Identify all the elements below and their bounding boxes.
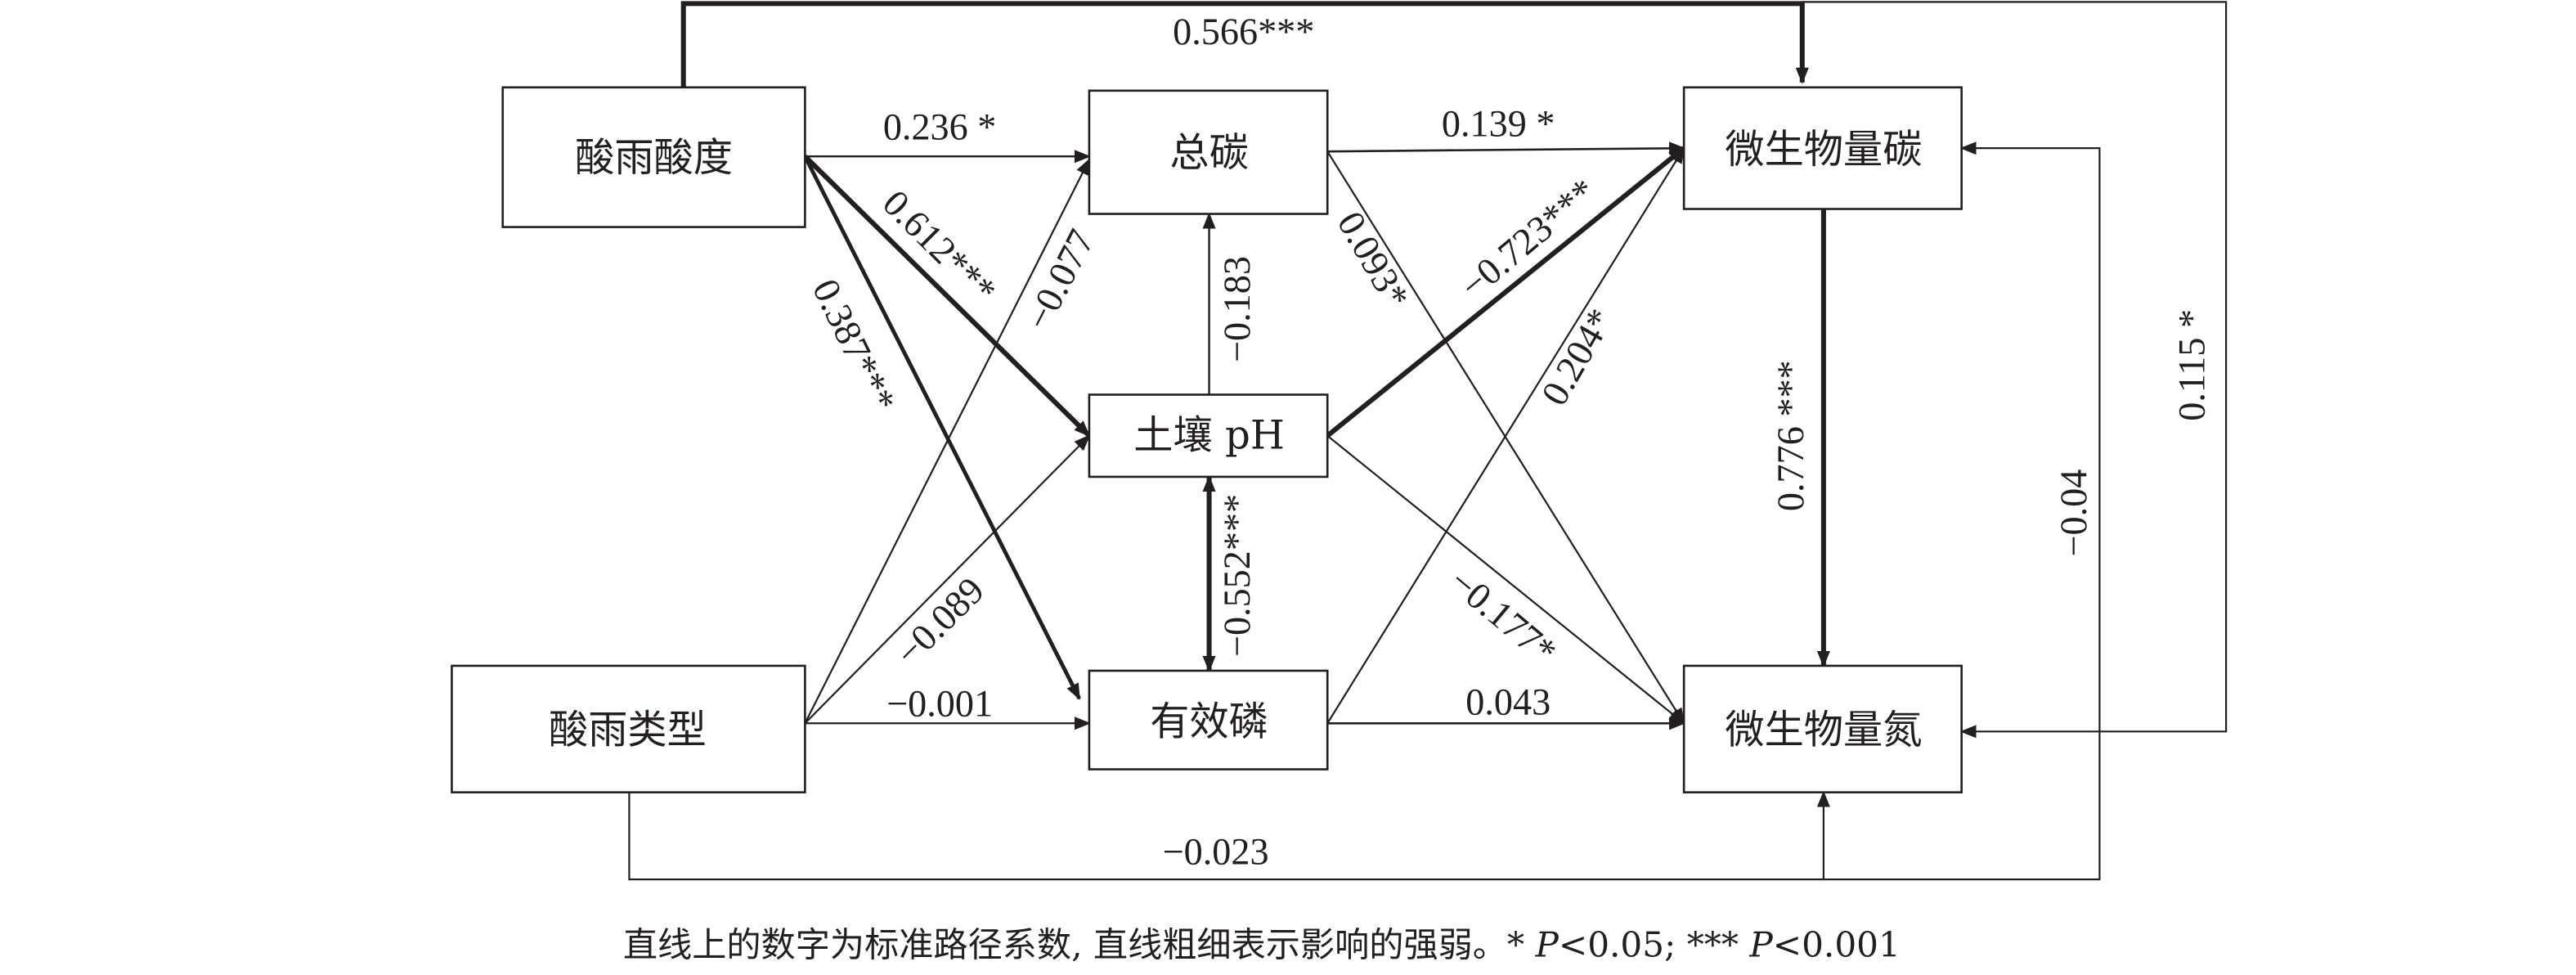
- edge-tc-mbc: [1327, 142, 1686, 155]
- edge-type-mbc: [628, 142, 2101, 881]
- label-ph-mbc: −0.723***: [1452, 170, 1604, 307]
- label-type-ph: −0.089: [887, 569, 992, 674]
- label-mbc-mbn: 0.776 ***: [1770, 360, 1811, 511]
- label-ph-p: −0.552***: [1216, 494, 1258, 657]
- caption: 直线上的数字为标准路径系数, 直线粗细表示影响的强弱。* P<0.05; ***…: [623, 925, 1901, 965]
- label-acidity-tc: 0.236 *: [883, 106, 997, 148]
- label-type-mbc: −0.04: [2053, 470, 2094, 557]
- svg-text:总碳: 总碳: [1169, 130, 1248, 176]
- label-p-mbn: 0.043: [1465, 681, 1551, 723]
- edge-acidity-ph: [803, 155, 1092, 438]
- svg-text:酸雨酸度: 酸雨酸度: [575, 135, 733, 181]
- node-soil-ph: 土壤 pH: [1088, 393, 1329, 479]
- node-available-phosphorus: 有效磷: [1088, 669, 1329, 771]
- node-total-carbon: 总碳: [1088, 89, 1329, 215]
- svg-text:有效磷: 有效磷: [1150, 699, 1268, 744]
- svg-text:酸雨类型: 酸雨类型: [549, 707, 707, 753]
- label-acidity-p: 0.387***: [805, 272, 904, 418]
- edge-type-ph: [804, 434, 1091, 725]
- label-acidity-mbc: 0.566***: [1173, 11, 1314, 52]
- node-acid-rain-acidity: 酸雨酸度: [501, 86, 806, 228]
- edge-ph-mbn: [1326, 434, 1685, 725]
- label-type-p: −0.001: [886, 683, 993, 725]
- label-acidity-mbn: 0.115 *: [2170, 309, 2212, 421]
- label-tc-mbc: 0.139 *: [1442, 103, 1555, 145]
- node-microbial-biomass-carbon: 微生物量碳: [1682, 86, 1963, 210]
- edge-p-mbc: [1326, 146, 1685, 724]
- svg-text:土壤 pH: 土壤 pH: [1133, 413, 1285, 459]
- svg-text:微生物量氮: 微生物量氮: [1725, 707, 1922, 753]
- edge-acidity-p: [803, 155, 1082, 700]
- label-p-mbc: 0.204*: [1533, 302, 1622, 412]
- node-acid-rain-type: 酸雨类型: [451, 664, 806, 793]
- label-tc-mbn: 0.093*: [1330, 204, 1418, 315]
- edge-type-tc: [804, 158, 1090, 724]
- edge-acidity-mbn: [1802, 1, 2228, 739]
- svg-text:微生物量碳: 微生物量碳: [1725, 127, 1922, 173]
- label-type-mbn: −0.023: [1163, 830, 1269, 872]
- label-ph-tc: −0.183: [1216, 256, 1258, 362]
- label-type-tc: −0.077: [1017, 222, 1102, 336]
- edge-acidity-mbc: [680, 1, 1809, 88]
- node-microbial-biomass-nitrogen: 微生物量氮: [1682, 664, 1963, 793]
- edge-ph-mbc: [1326, 146, 1686, 438]
